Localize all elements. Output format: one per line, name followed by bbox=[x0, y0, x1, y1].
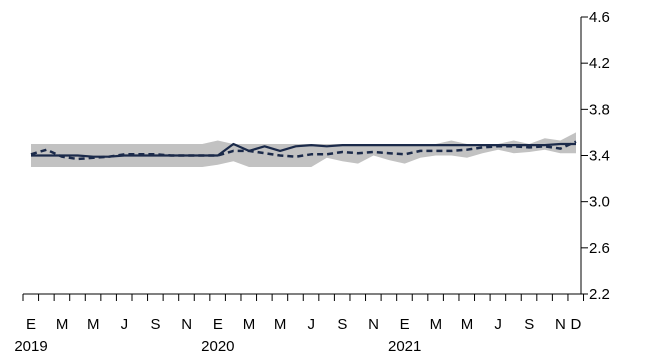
x-tick-label: M bbox=[56, 316, 69, 333]
x-tick-label: S bbox=[151, 316, 161, 333]
x-tick-label: S bbox=[524, 316, 534, 333]
x-tick-label: M bbox=[274, 316, 287, 333]
year-label: 2021 bbox=[388, 338, 421, 355]
y-tick-label: 3.0 bbox=[589, 194, 610, 211]
x-tick-label: J bbox=[308, 316, 316, 333]
x-tick-label: E bbox=[400, 316, 410, 333]
y-tick-label: 4.6 bbox=[589, 9, 610, 26]
series-lines-layer bbox=[30, 140, 577, 161]
x-tick-label: E bbox=[26, 316, 36, 333]
x-tick-label: N bbox=[368, 316, 379, 333]
x-tick-label: J bbox=[494, 316, 502, 333]
x-tick-label: M bbox=[87, 316, 100, 333]
year-label: 2019 bbox=[14, 338, 47, 355]
x-tick-label: E bbox=[213, 316, 223, 333]
y-tick-label: 2.6 bbox=[589, 240, 610, 257]
range-band bbox=[31, 132, 576, 167]
x-tick-label: J bbox=[121, 316, 129, 333]
x-tick-label: M bbox=[430, 316, 443, 333]
tick-labels-layer: 2.22.63.03.43.84.24.6E M M J S N E M M J S N E M M J S N D… bbox=[14, 9, 610, 355]
x-tick-label: M bbox=[461, 316, 474, 333]
x-tick-label: N bbox=[555, 316, 566, 333]
y-tick-label: 4.2 bbox=[589, 55, 610, 72]
y-tick-label: 3.4 bbox=[589, 148, 610, 165]
y-tick-label: 2.2 bbox=[589, 286, 610, 303]
x-tick-label: M bbox=[243, 316, 256, 333]
x-tick-label: N bbox=[181, 316, 192, 333]
y-tick-label: 3.8 bbox=[589, 101, 610, 118]
x-tick-label: D bbox=[571, 316, 582, 333]
dashed-series-line bbox=[30, 140, 577, 161]
x-tick-label: S bbox=[337, 316, 347, 333]
range-band-layer bbox=[31, 132, 576, 167]
axes-layer bbox=[22, 16, 588, 301]
year-label: 2020 bbox=[201, 338, 234, 355]
